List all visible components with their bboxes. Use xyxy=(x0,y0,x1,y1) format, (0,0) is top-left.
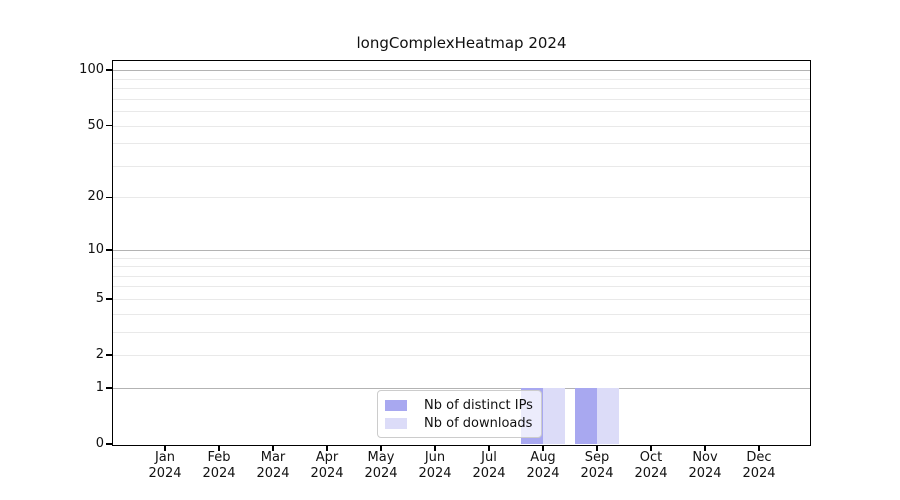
gridline-minor xyxy=(113,266,810,267)
x-tick-label: Apr 2024 xyxy=(299,450,355,482)
x-tick-label-line: Feb xyxy=(207,450,231,465)
x-tick-label-line: 2024 xyxy=(310,466,344,481)
gridline-minor xyxy=(113,125,810,127)
x-tick-mark xyxy=(272,446,274,451)
x-tick-label-line: 2024 xyxy=(526,466,560,481)
legend-item: Nb of distinct IPs xyxy=(385,398,533,413)
x-tick-mark xyxy=(164,446,166,451)
x-tick-label: May 2024 xyxy=(353,450,409,482)
legend-item: Nb of downloads xyxy=(385,416,533,431)
gridline-minor xyxy=(113,286,810,288)
y-tick-label: 50 xyxy=(87,117,104,133)
x-tick-label-line: 2024 xyxy=(148,466,182,481)
x-tick-mark xyxy=(326,446,328,451)
x-tick-label: Sep 2024 xyxy=(569,450,625,482)
y-tick-mark xyxy=(106,387,112,389)
plot-area xyxy=(113,61,810,444)
x-tick-label-line: 2024 xyxy=(742,466,776,481)
y-tick-mark xyxy=(106,124,112,127)
x-tick-label-line: Sep xyxy=(584,450,610,465)
gridline-minor xyxy=(113,165,810,167)
x-tick-mark xyxy=(380,446,382,451)
x-tick-label-line: 2024 xyxy=(256,466,290,481)
y-tick-label: 5 xyxy=(95,290,104,306)
legend-swatch xyxy=(385,399,407,411)
gridline-minor xyxy=(113,197,810,199)
gridline-minor xyxy=(113,331,810,333)
x-tick-label-line: May xyxy=(367,450,395,465)
legend-label: Nb of distinct IPs xyxy=(424,397,533,413)
chart-title: longComplexHeatmap 2024 xyxy=(356,34,567,52)
x-tick-mark xyxy=(758,446,760,451)
x-tick-label-line: Jul xyxy=(481,450,497,465)
y-tick-label: 10 xyxy=(87,241,104,257)
y-tick-mark xyxy=(106,196,112,199)
x-tick-label-line: 2024 xyxy=(688,466,722,481)
x-tick-label-line: Apr xyxy=(315,450,339,465)
x-tick-label-line: Aug xyxy=(530,450,556,465)
x-tick-mark xyxy=(434,446,436,451)
y-tick-label: 20 xyxy=(87,189,104,205)
x-tick-label: Jun 2024 xyxy=(407,450,463,482)
gridline-minor xyxy=(113,275,810,277)
x-tick-mark xyxy=(218,446,220,451)
x-tick-label-line: Mar xyxy=(260,450,286,465)
gridline-major xyxy=(113,249,810,251)
x-tick-label-line: 2024 xyxy=(634,466,668,481)
x-tick-mark xyxy=(650,446,652,451)
gridline-minor xyxy=(113,298,810,300)
y-tick-mark xyxy=(106,298,112,300)
y-tick-label: 2 xyxy=(95,347,104,362)
gridline-minor xyxy=(113,143,810,145)
x-tick-label-line: Jun xyxy=(424,450,446,465)
y-tick-label: 1 xyxy=(95,379,104,395)
gridline-minor xyxy=(113,88,810,89)
x-tick-mark xyxy=(488,446,490,451)
x-tick-label: Aug 2024 xyxy=(515,450,571,482)
x-tick-label: Jul 2024 xyxy=(461,450,517,482)
y-tick-label: 100 xyxy=(79,62,104,78)
x-tick-label-line: 2024 xyxy=(202,466,236,481)
x-tick-label-line: Dec xyxy=(746,450,772,465)
y-tick-mark xyxy=(106,443,112,445)
legend: Nb of distinct IPs Nb of downloads xyxy=(377,390,542,438)
y-tick-mark xyxy=(106,69,112,71)
x-tick-label-line: Nov xyxy=(692,450,718,465)
x-tick-label-line: 2024 xyxy=(472,466,506,481)
gridline-minor xyxy=(113,313,810,315)
legend-swatch xyxy=(385,417,407,429)
gridline-major xyxy=(113,387,810,389)
legend-label: Nb of downloads xyxy=(424,415,533,431)
bar-distinct-ips xyxy=(575,387,597,444)
x-tick-label: Jan 2024 xyxy=(137,450,193,482)
x-tick-mark xyxy=(704,446,706,451)
plot-frame xyxy=(112,60,811,446)
x-tick-label-line: 2024 xyxy=(418,466,452,481)
x-tick-mark xyxy=(542,446,544,451)
bar-downloads xyxy=(543,387,565,444)
x-tick-label-line: 2024 xyxy=(580,466,614,481)
y-tick-label: 0 xyxy=(95,436,104,451)
gridline-minor xyxy=(113,110,810,112)
x-tick-label-line: Jan xyxy=(154,450,176,465)
x-tick-label: Dec 2024 xyxy=(731,450,787,482)
gridline-minor xyxy=(113,78,810,80)
y-tick-mark xyxy=(106,249,112,251)
x-tick-label: Feb 2024 xyxy=(191,450,247,482)
gridline-minor xyxy=(113,355,810,356)
x-tick-label-line: Oct xyxy=(639,450,663,465)
gridline-minor xyxy=(113,257,810,259)
x-tick-label: Oct 2024 xyxy=(623,450,679,482)
gridline-minor xyxy=(113,98,810,100)
x-tick-label-line: 2024 xyxy=(364,466,398,481)
y-tick-mark xyxy=(106,354,112,356)
bar-downloads xyxy=(597,387,619,444)
x-tick-label: Nov 2024 xyxy=(677,450,733,482)
x-tick-mark xyxy=(596,446,598,451)
gridline-major xyxy=(113,70,810,72)
x-tick-label: Mar 2024 xyxy=(245,450,301,482)
